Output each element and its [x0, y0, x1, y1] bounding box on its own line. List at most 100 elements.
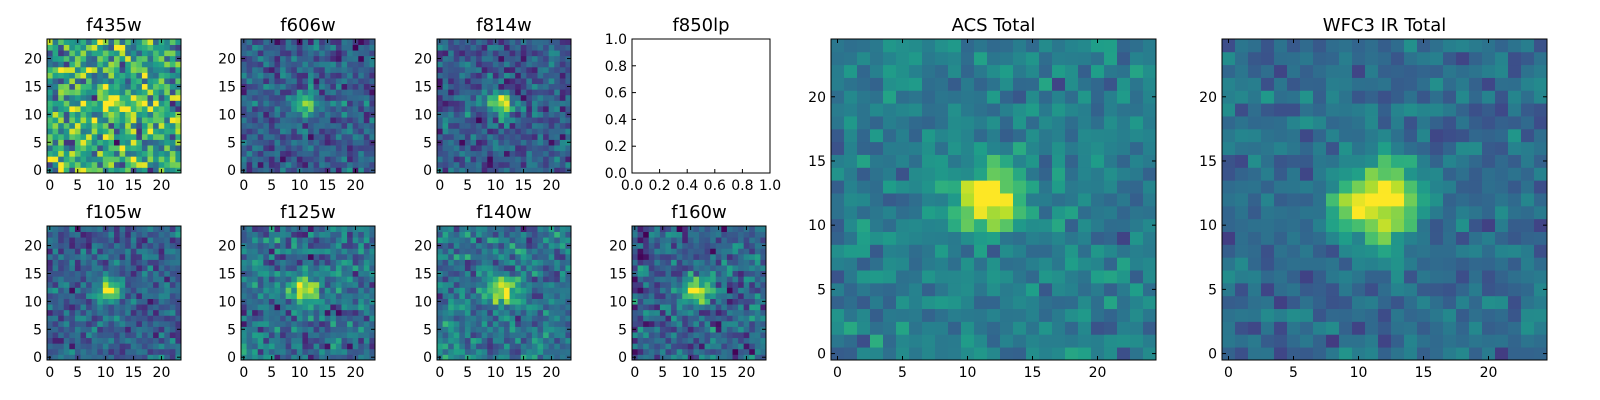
heatmap-cell	[459, 72, 466, 79]
heatmap-cell	[263, 94, 270, 101]
heatmap-cell	[760, 287, 767, 294]
heatmap-cell	[487, 315, 494, 322]
heatmap-cell	[341, 100, 348, 107]
heatmap-cell	[710, 320, 717, 327]
heatmap-cell	[554, 231, 561, 238]
heatmap-cell	[548, 72, 555, 79]
heatmap-cell	[74, 145, 81, 152]
heatmap-cell	[1313, 347, 1327, 361]
heatmap-cell	[330, 304, 337, 311]
heatmap-cell	[565, 287, 572, 294]
heatmap-cell	[548, 293, 555, 299]
heatmap-cell	[347, 337, 354, 344]
heatmap-cell	[922, 90, 936, 104]
heatmap-cell	[844, 270, 858, 284]
heatmap-cell	[169, 343, 176, 350]
heatmap-cell	[1013, 244, 1027, 258]
heatmap-cell	[749, 320, 756, 327]
heatmap-cell	[58, 259, 65, 266]
heatmap-cell	[492, 89, 499, 96]
heatmap-cell	[509, 94, 516, 101]
y-tick-label: 10	[24, 294, 42, 310]
heatmap-cell	[987, 193, 1001, 207]
heatmap-cell	[285, 343, 292, 350]
heatmap-cell	[341, 128, 348, 135]
heatmap-cell	[509, 44, 516, 51]
heatmap-cell	[63, 276, 70, 283]
heatmap-cell	[69, 293, 76, 299]
panel-title: f435w	[86, 15, 141, 36]
heatmap-cell	[335, 66, 342, 73]
heatmap-cell	[654, 281, 661, 288]
heatmap-cell	[721, 253, 728, 260]
heatmap-cell	[726, 293, 733, 299]
heatmap-cell	[987, 321, 1001, 335]
heatmap-cell	[515, 161, 522, 168]
heatmap-cell	[74, 139, 81, 146]
heatmap-cell	[537, 253, 544, 260]
heatmap-cell	[114, 39, 120, 45]
heatmap-cell	[537, 259, 544, 266]
heatmap-cell	[459, 320, 466, 327]
heatmap-cell	[136, 122, 143, 129]
heatmap-cell	[313, 281, 320, 288]
heatmap-cell	[909, 154, 923, 168]
heatmap-cell	[147, 111, 154, 118]
heatmap-cell	[280, 337, 287, 344]
heatmap-cell	[543, 281, 550, 288]
heatmap-cell	[125, 237, 132, 244]
heatmap-cell	[565, 253, 572, 260]
heatmap-cell	[86, 226, 93, 232]
heatmap-cell	[280, 332, 287, 339]
heatmap-cell	[520, 128, 527, 135]
heatmap-cell	[721, 276, 728, 283]
heatmap-cell	[169, 122, 176, 129]
heatmap-cell	[147, 309, 154, 316]
heatmap-cell	[102, 343, 109, 350]
heatmap-cell	[1104, 257, 1118, 271]
panel-title: f606w	[280, 15, 335, 36]
heatmap-cell	[52, 83, 59, 90]
heatmap-cell	[136, 139, 143, 146]
heatmap-cell	[498, 259, 505, 266]
heatmap-cell	[732, 242, 739, 249]
heatmap-cell	[108, 242, 115, 249]
heatmap-cell	[296, 309, 303, 316]
heatmap-cell	[330, 231, 337, 238]
heatmap-cell	[347, 242, 354, 249]
heatmap-cell	[498, 332, 505, 339]
heatmap-cell	[476, 253, 483, 260]
heatmap-cell	[302, 78, 309, 85]
heatmap-cell	[987, 51, 1001, 66]
heatmap-cell	[369, 332, 376, 339]
heatmap-cell	[504, 50, 510, 57]
heatmap-cell	[515, 332, 522, 339]
heatmap-cell	[164, 332, 171, 339]
heatmap-cell	[682, 287, 689, 294]
heatmap-cell	[498, 133, 505, 140]
heatmap-cell	[274, 66, 281, 73]
heatmap-cell	[481, 281, 488, 288]
heatmap-cell	[974, 180, 988, 194]
heatmap-cell	[97, 253, 104, 260]
heatmap-cell	[363, 133, 370, 140]
heatmap-cell	[883, 270, 897, 284]
heatmap-cell	[147, 293, 154, 299]
heatmap-cell	[74, 293, 81, 299]
heatmap-cell	[63, 139, 70, 146]
heatmap-cell	[158, 332, 165, 339]
heatmap-cell	[665, 304, 672, 311]
heatmap-cell	[136, 298, 143, 305]
heatmap-cell	[153, 265, 160, 272]
heatmap-cell	[948, 295, 962, 310]
heatmap-cell	[330, 150, 337, 157]
heatmap-cell	[870, 51, 884, 66]
y-tick-label: 15	[24, 79, 42, 95]
heatmap-cell	[330, 270, 337, 277]
heatmap-cell	[437, 117, 443, 124]
heatmap-cell	[504, 320, 510, 327]
heatmap-cell	[487, 145, 494, 152]
heatmap-cell	[476, 226, 483, 232]
heatmap-cell	[543, 315, 550, 322]
heatmap-cell	[1052, 257, 1066, 271]
